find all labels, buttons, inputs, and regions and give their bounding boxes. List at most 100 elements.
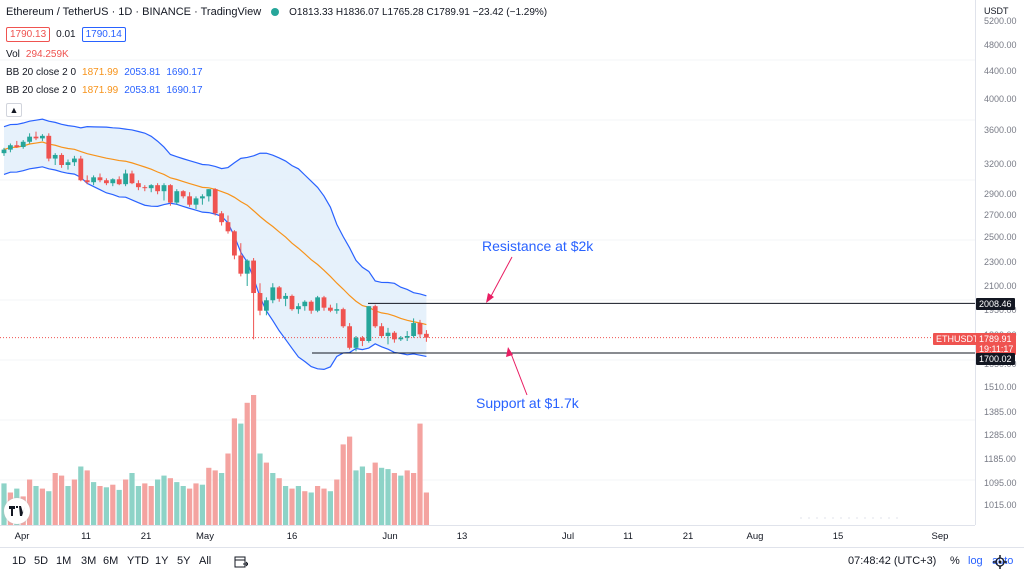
candle-body — [360, 337, 365, 341]
bottom-toolbar: 1D 5D 1M 3M 6M YTD 1Y 5Y All 07:48:42 (UTC+3) % … — [0, 547, 1024, 577]
candle-body — [206, 189, 212, 197]
chart-settings-button[interactable] — [993, 555, 1007, 569]
range-button-1m[interactable]: 1M — [56, 555, 72, 567]
percent-toggle[interactable]: % — [950, 555, 960, 567]
price-tick: 1285.00 — [984, 430, 1017, 440]
bb-legend-2[interactable]: BB 20 close 2 0 1871.99 2053.81 1690.17 — [6, 85, 203, 96]
volume-bar — [180, 486, 186, 525]
goto-date-button[interactable] — [234, 555, 249, 568]
price-tick: 3200.00 — [984, 159, 1017, 169]
volume-bar — [372, 462, 378, 525]
volume-bar — [238, 423, 244, 525]
candle-body — [72, 158, 77, 163]
bb1-label: BB 20 close 2 0 — [6, 67, 77, 78]
auto-toggle[interactable]: auto — [992, 555, 1014, 567]
candle-body — [20, 141, 26, 147]
candle-body — [136, 183, 141, 188]
time-axis[interactable]: Apr 11 21 May 16 Jun 13 Jul 11 21 Aug 15 Sep — [0, 525, 975, 548]
range-button-3m[interactable]: 3M — [81, 555, 97, 567]
price-tick: 2500.00 — [984, 232, 1017, 242]
volume-bar — [1, 483, 7, 525]
candle-body — [238, 255, 244, 274]
range-button-all[interactable]: All — [199, 555, 212, 567]
time-tick: 15 — [832, 531, 844, 542]
price-tick: 2700.00 — [984, 210, 1017, 220]
clock-timezone[interactable]: 07:48:42 (UTC+3) — [848, 555, 937, 567]
volume-bar — [97, 486, 103, 525]
volume-legend[interactable]: Vol 294.259K — [6, 49, 69, 60]
price-tick: 1385.00 — [984, 407, 1017, 417]
bb-legend-1[interactable]: BB 20 close 2 0 1871.99 2053.81 1690.17 — [6, 67, 203, 78]
price-chart[interactable] — [0, 0, 975, 525]
volume-bar — [219, 473, 225, 525]
candle-body — [379, 326, 384, 336]
volume-bar — [71, 479, 77, 525]
volume-bar — [187, 488, 193, 525]
candle-body — [91, 177, 96, 183]
volume-bar — [244, 402, 250, 525]
candle-body — [404, 336, 410, 338]
candle-body — [347, 326, 352, 348]
volume-bar — [276, 478, 282, 525]
price-tick: 2100.00 — [984, 281, 1017, 291]
range-button-1y[interactable]: 1Y — [155, 555, 169, 567]
symbol-title[interactable]: Ethereum / TetherUS · 1D · BINANCE · Tra… — [6, 6, 262, 18]
time-tick: Sep — [931, 531, 949, 542]
price-tick: 1950.00 — [984, 305, 1017, 315]
log-toggle[interactable]: log — [968, 555, 983, 567]
candle-body — [97, 177, 103, 181]
price-tick: 1095.00 — [984, 478, 1017, 488]
volume-bar — [398, 475, 404, 525]
volume-bar — [116, 489, 122, 525]
candle-body — [321, 297, 327, 308]
currency-label[interactable]: USDT — [984, 6, 1009, 16]
price-tick: 2900.00 — [984, 189, 1017, 199]
bollinger-band-fill — [4, 119, 427, 370]
volume-bar — [206, 467, 212, 525]
volume-bar — [308, 492, 314, 525]
candle-body — [372, 306, 378, 327]
ohlc-values: O1813.33 H1836.07 L1765.28 C1789.91 −23.… — [289, 6, 548, 18]
volume-bar — [27, 479, 33, 525]
candle-body — [40, 135, 45, 139]
support-annotation: Support at $1.7k — [476, 395, 579, 411]
time-tick: 16 — [286, 531, 298, 542]
volume-bar — [231, 418, 237, 525]
time-tick: May — [196, 531, 214, 542]
last-price: 1789.91 — [979, 334, 1012, 344]
range-button-ytd[interactable]: YTD — [127, 555, 149, 567]
tradingview-logo[interactable] — [4, 498, 30, 524]
candle-body — [142, 187, 148, 189]
bid-box[interactable]: 1790.13 — [6, 27, 51, 42]
time-tick: Apr — [14, 531, 30, 542]
range-button-1d[interactable]: 1D — [12, 555, 27, 567]
range-button-6m[interactable]: 6M — [103, 555, 119, 567]
candle-body — [392, 332, 397, 340]
collapse-legend-button[interactable]: ▲ — [6, 103, 22, 117]
volume-bar — [423, 492, 429, 525]
volume-bar — [91, 482, 97, 525]
volume-bar — [411, 473, 417, 525]
volume-bar — [385, 469, 391, 525]
ask-box[interactable]: 1790.14 — [81, 27, 126, 42]
chart-pane[interactable]: Ethereum / TetherUS · 1D · BINANCE · Tra… — [0, 0, 975, 525]
volume-bar — [84, 470, 90, 525]
volume-bar — [359, 466, 365, 525]
candle-body — [340, 309, 346, 327]
volume-bar — [167, 478, 173, 525]
price-tick: 3600.00 — [984, 125, 1017, 135]
price-axis[interactable]: USDT 5200.00 4800.00 4400.00 4000.00 3600.00… — [975, 0, 1024, 525]
volume-bar — [78, 466, 84, 525]
candle-body — [283, 295, 288, 299]
volume-bar — [161, 475, 167, 525]
volume-bar — [417, 423, 423, 525]
candle-body — [251, 260, 256, 294]
range-button-5d[interactable]: 5D — [34, 555, 49, 567]
range-button-5y[interactable]: 5Y — [177, 555, 191, 567]
candle-body — [328, 307, 333, 311]
candle-body — [8, 145, 13, 150]
symbol-price-tag: ETHUSDT — [933, 333, 982, 345]
volume-bar — [33, 486, 39, 525]
volume-bar — [270, 473, 276, 525]
calendar-range-icon — [234, 556, 249, 568]
